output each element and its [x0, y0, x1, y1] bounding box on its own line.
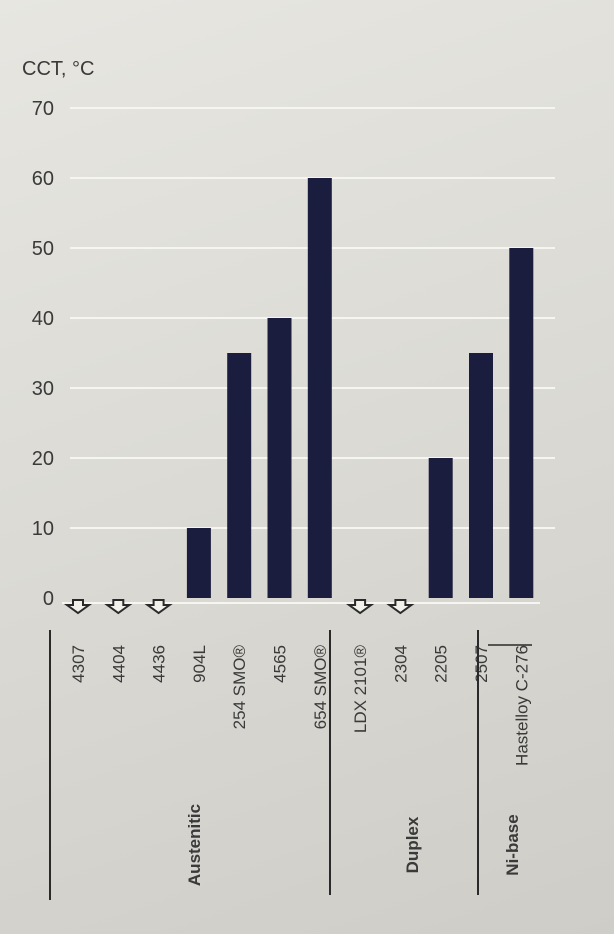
x-tick-label-ldx-2101: LDX 2101® — [351, 645, 370, 734]
y-tick-label-40: 40 — [32, 308, 54, 330]
y-tick-label-60: 60 — [32, 168, 54, 190]
below-zero-arrow-2304 — [386, 599, 415, 615]
x-tick-label-4307: 4307 — [69, 645, 88, 683]
bar-2205 — [428, 458, 453, 598]
y-axis-label: CCT, °C — [22, 58, 94, 80]
y-tick-label-70: 70 — [32, 98, 54, 120]
bar-2507 — [469, 353, 493, 598]
bar-4565 — [267, 318, 292, 598]
x-tick-label-2205: 2205 — [432, 645, 451, 683]
below-zero-arrow-4436 — [144, 599, 173, 615]
x-tick-label-654-smo: 654 SMO® — [311, 645, 330, 730]
bar-254-smo — [227, 353, 252, 598]
y-tick-label-10: 10 — [32, 518, 54, 540]
bar-904l — [186, 528, 211, 598]
group-labels: Austenitic Duplex Ni-base — [49, 630, 532, 900]
group-label-duplex: Duplex — [403, 816, 422, 873]
x-tick-label-904l: 904L — [190, 645, 209, 683]
group-label-austenitic: Austenitic — [185, 804, 204, 886]
x-axis-labels: 4307 4404 4436 904L 254 SMO® 4565 654 SMO® LDX … — [69, 645, 531, 766]
bar-654-smo — [307, 178, 332, 598]
below-zero-arrow-4404 — [104, 599, 133, 615]
below-zero-arrow-ldx-2101 — [346, 599, 375, 615]
bars — [186, 178, 534, 598]
y-tick-label-50: 50 — [32, 238, 54, 260]
x-tick-label-4436: 4436 — [150, 645, 169, 683]
x-tick-label-2304: 2304 — [391, 645, 410, 683]
x-tick-label-4404: 4404 — [109, 645, 128, 683]
bar-hastelloy-c-276 — [509, 248, 534, 598]
y-axis-ticks: 0 10 20 30 40 50 60 70 — [32, 98, 54, 610]
x-tick-label-254-smo: 254 SMO® — [230, 645, 249, 730]
y-tick-label-20: 20 — [32, 448, 54, 470]
below-zero-markers — [63, 599, 415, 615]
x-tick-label-2507: 2507 — [472, 645, 491, 683]
y-tick-label-30: 30 — [32, 378, 54, 400]
x-tick-label-hastelloy-c-276: Hastelloy C-276 — [512, 645, 531, 766]
group-label-ni-base: Ni-base — [503, 814, 522, 875]
below-zero-arrow-4307 — [63, 599, 93, 615]
x-tick-label-4565: 4565 — [271, 645, 290, 683]
y-tick-label-0: 0 — [43, 588, 54, 610]
